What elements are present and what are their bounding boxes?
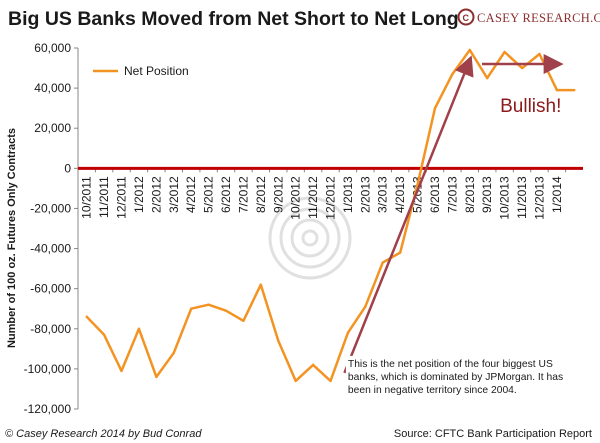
brand-name: CASEY RESEARCH.COM: [477, 11, 600, 25]
x-tick-label: 5/2013: [411, 176, 425, 213]
x-tick-label: 12/2012: [324, 176, 338, 220]
chart-title: Big US Banks Moved from Net Short to Net…: [8, 8, 459, 30]
note-line: banks, which is dominated by JPMorgan. I…: [348, 372, 563, 383]
trend-arrow: [343, 55, 474, 374]
y-tick-label: -120,000: [24, 402, 72, 416]
x-tick-label: 3/2013: [376, 176, 390, 213]
data-point: [85, 315, 88, 318]
data-point: [189, 307, 193, 310]
data-point: [468, 48, 472, 52]
data-point: [364, 305, 367, 308]
data-point: [329, 379, 332, 383]
data-point: [294, 379, 297, 383]
y-tick-label: -80,000: [30, 322, 71, 336]
y-tick-label: -20,000: [30, 201, 71, 215]
footer-source: Source: CFTC Bank Participation Report: [394, 428, 592, 440]
data-point: [503, 50, 506, 54]
legend-label-net-position: Net Position: [124, 64, 189, 78]
data-point: [538, 52, 541, 56]
y-axis-label: Number of 100 oz. Futures Only Contracts: [6, 128, 18, 348]
data-point: [346, 331, 350, 334]
x-tick-label: 7/2012: [236, 176, 250, 213]
note-line: This is the net position of the four big…: [348, 359, 553, 370]
x-axis-ticks: 10/2011 11/2011 12/2011 1/2012 2/2012 3/2012 4…: [80, 168, 567, 220]
x-tick-label: 10/2013: [498, 176, 512, 220]
note-line: been in negative territory since 2004.: [348, 385, 517, 396]
data-point: [224, 309, 228, 312]
x-tick-label: 8/2012: [254, 176, 268, 213]
x-tick-label: 1/2012: [132, 176, 146, 213]
data-point: [155, 375, 158, 379]
note-background: [345, 355, 576, 400]
x-tick-label: 11/2011: [97, 176, 111, 218]
x-tick-label: 4/2012: [184, 176, 198, 213]
series-net-position-points: [85, 48, 576, 383]
watermark-logo: [268, 196, 352, 280]
x-tick-label: 8/2013: [463, 176, 477, 213]
data-point: [381, 261, 384, 264]
data-point: [573, 88, 576, 92]
data-point: [486, 76, 489, 80]
data-point: [277, 339, 280, 343]
x-tick-label: 7/2013: [445, 176, 459, 213]
data-point: [242, 319, 245, 322]
brand-logo: C CASEY RESEARCH.COM: [457, 8, 600, 26]
x-tick-label: 4/2013: [393, 176, 407, 213]
y-axis-ticks: 60,000 40,000 20,000 0 -20,000 -40,000 -60,000…: [24, 41, 78, 416]
x-tick-label: 1/2013: [341, 176, 355, 213]
logo-mark-icon: [457, 8, 475, 26]
x-tick-label: 6/2012: [219, 176, 233, 213]
y-tick-label: -100,000: [24, 362, 72, 376]
x-tick-label: 12/2011: [115, 176, 129, 219]
data-point: [311, 363, 315, 367]
y-tick-label: 0: [64, 161, 71, 175]
x-tick-label: 11/2012: [306, 176, 320, 219]
legend: Net Position: [93, 64, 189, 78]
bullish-label: Bullish!: [500, 96, 561, 117]
data-point: [433, 106, 437, 110]
y-tick-label: 40,000: [34, 81, 71, 95]
x-tick-label: 9/2012: [271, 176, 285, 213]
x-tick-label: 9/2013: [480, 176, 494, 213]
data-point: [520, 66, 524, 70]
y-tick-label: 60,000: [34, 41, 71, 55]
data-point: [398, 251, 402, 254]
data-point: [102, 333, 106, 336]
footer-credit: © Casey Research 2014 by Bud Conrad: [5, 428, 202, 440]
data-point: [451, 72, 454, 76]
x-tick-label: 2/2012: [149, 176, 163, 213]
data-point: [137, 327, 141, 330]
y-tick-label: -40,000: [30, 242, 71, 256]
logo-letter: C: [463, 13, 470, 23]
x-tick-label: 3/2012: [167, 176, 181, 213]
x-tick-label: 1/2014: [550, 176, 564, 213]
data-point: [259, 283, 263, 286]
x-tick-label: 2/2013: [358, 176, 372, 213]
x-tick-label: 5/2012: [202, 176, 216, 213]
x-tick-label: 10/2011: [80, 176, 94, 219]
x-tick-label: 6/2013: [428, 176, 442, 213]
y-tick-label: 20,000: [34, 121, 71, 135]
data-point: [555, 88, 559, 92]
data-point: [120, 369, 123, 373]
data-point: [416, 183, 419, 186]
x-tick-label: 11/2013: [515, 176, 529, 219]
x-tick-label: 10/2012: [289, 176, 303, 220]
x-tick-label: 12/2013: [532, 176, 546, 220]
data-point: [172, 351, 175, 355]
annotation-note: This is the net position of the four big…: [345, 355, 576, 400]
data-point: [207, 303, 210, 306]
y-tick-label: -60,000: [30, 282, 71, 296]
